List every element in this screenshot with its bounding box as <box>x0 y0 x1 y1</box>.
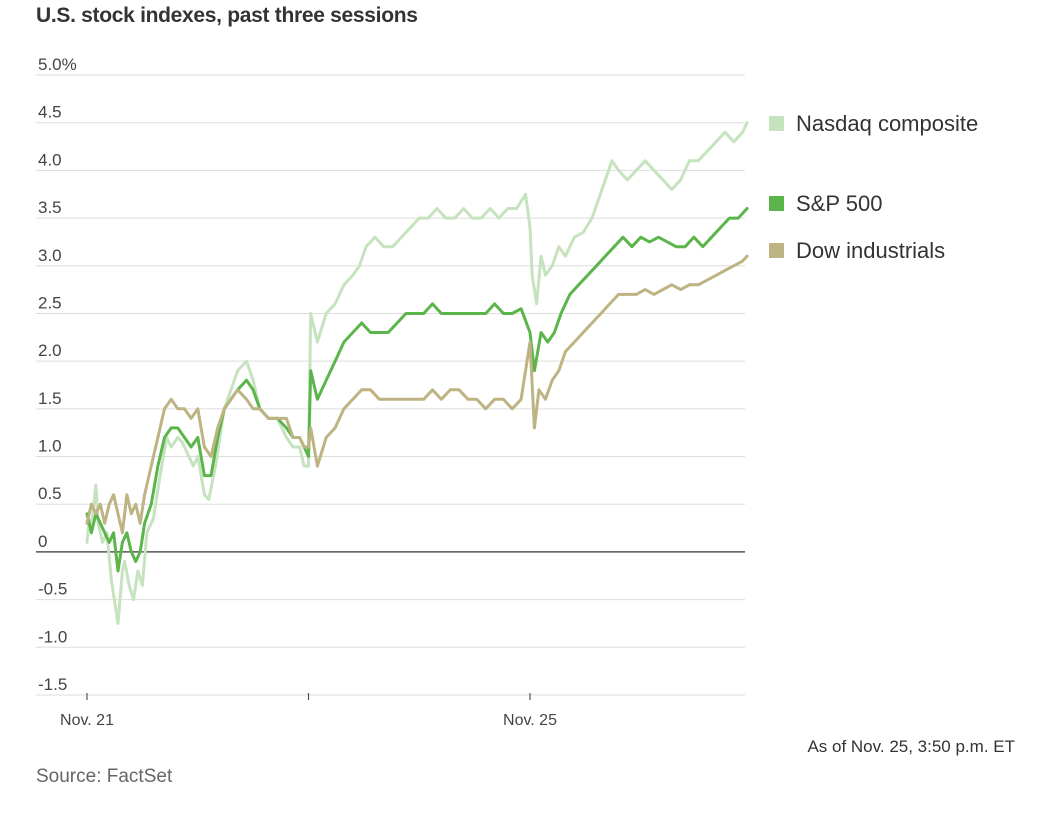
y-tick-label: 3.5 <box>38 198 62 217</box>
timestamp-note: As of Nov. 25, 3:50 p.m. ET <box>807 737 1015 756</box>
y-tick-label: 2.5 <box>38 293 62 312</box>
line-chart: 5.0% 4.5 4.0 3.5 3.0 2.5 2.0 1.5 1.0 0.5 0 -0.5 -1.0… <box>36 55 978 729</box>
legend-label-1: S&P 500 <box>796 191 882 216</box>
legend-label-2: Dow industrials <box>796 238 945 263</box>
series-line-2 <box>85 254 749 535</box>
y-tick-label: 1.5 <box>38 389 62 408</box>
y-tick-label: 5.0% <box>38 55 77 74</box>
y-axis-ticks: 5.0% 4.5 4.0 3.5 3.0 2.5 2.0 1.5 1.0 0.5 0 -0.5 -1.0… <box>38 55 77 694</box>
y-tick-label: -0.5 <box>38 580 67 599</box>
gridlines <box>36 74 745 696</box>
y-tick-label: 0 <box>38 532 47 551</box>
y-tick-label: 3.0 <box>38 246 62 265</box>
y-tick-label: -1.0 <box>38 627 67 646</box>
source-note: Source: FactSet <box>36 766 173 787</box>
y-tick-label: 4.0 <box>38 150 62 169</box>
y-tick-label: -1.5 <box>38 675 67 694</box>
x-axis: Nov. 21 Nov. 25 <box>60 693 557 729</box>
x-tick-label: Nov. 25 <box>503 712 557 729</box>
y-tick-label: 0.5 <box>38 484 62 503</box>
y-tick-label: 4.5 <box>38 103 62 122</box>
x-tick-label: Nov. 21 <box>60 712 114 729</box>
legend-swatch-0 <box>769 116 784 131</box>
series-lines <box>85 121 749 625</box>
y-tick-label: 1.0 <box>38 437 62 456</box>
y-tick-label: 2.0 <box>38 341 62 360</box>
legend: Nasdaq composite S&P 500 Dow industrials <box>769 111 978 263</box>
chart-title: U.S. stock indexes, past three sessions <box>36 4 418 27</box>
series-line-0 <box>85 121 749 625</box>
series-line-1 <box>85 207 749 573</box>
legend-swatch-2 <box>769 243 784 258</box>
legend-label-0: Nasdaq composite <box>796 111 978 136</box>
legend-swatch-1 <box>769 196 784 211</box>
